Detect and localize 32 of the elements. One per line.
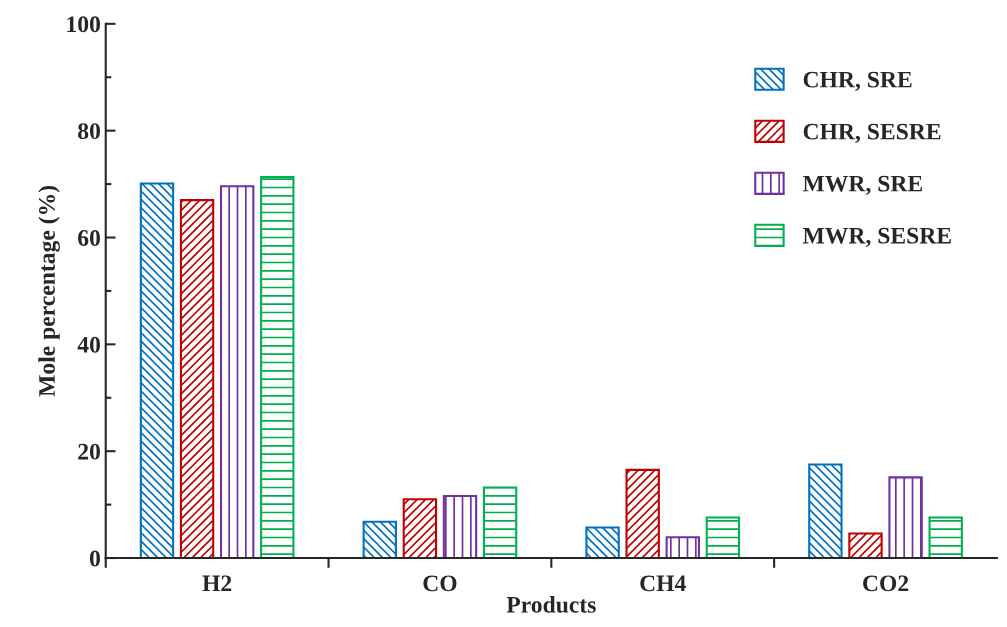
bar — [888, 476, 923, 559]
y-tick-label: 40 — [77, 336, 100, 353]
legend-label: CHR, SESRE — [803, 123, 941, 144]
bar — [625, 468, 660, 559]
bar — [442, 495, 478, 559]
legend-label: MWR, SESRE — [802, 227, 951, 248]
y-tick-label: 20 — [78, 443, 100, 460]
bar — [260, 176, 295, 559]
bar — [482, 486, 518, 559]
bar — [402, 498, 438, 559]
y-tick-label: 100 — [67, 16, 100, 33]
bar — [848, 532, 883, 559]
bar — [362, 520, 397, 559]
y-tick-label: 60 — [78, 230, 100, 246]
legend-label: CHR, SRE — [803, 71, 912, 91]
bar — [665, 536, 700, 559]
y-axis-title: Mole percentage (%) — [38, 185, 60, 397]
bar — [928, 516, 963, 559]
bar — [219, 185, 255, 559]
x-tick-label: CH4 — [640, 575, 686, 592]
y-tick-label: 80 — [78, 123, 100, 140]
bar — [705, 516, 741, 559]
x-axis-title: Products — [506, 596, 596, 613]
bar — [139, 182, 175, 559]
x-tick-label: H2 — [202, 575, 232, 592]
y-tick-label: 0 — [89, 550, 100, 567]
x-tick-label: CO — [423, 575, 457, 592]
bar — [808, 463, 843, 559]
x-tick-label: CO2 — [863, 575, 909, 592]
legend-label: MWR, SRE — [802, 175, 922, 196]
bar — [179, 199, 215, 559]
bar — [585, 526, 620, 559]
